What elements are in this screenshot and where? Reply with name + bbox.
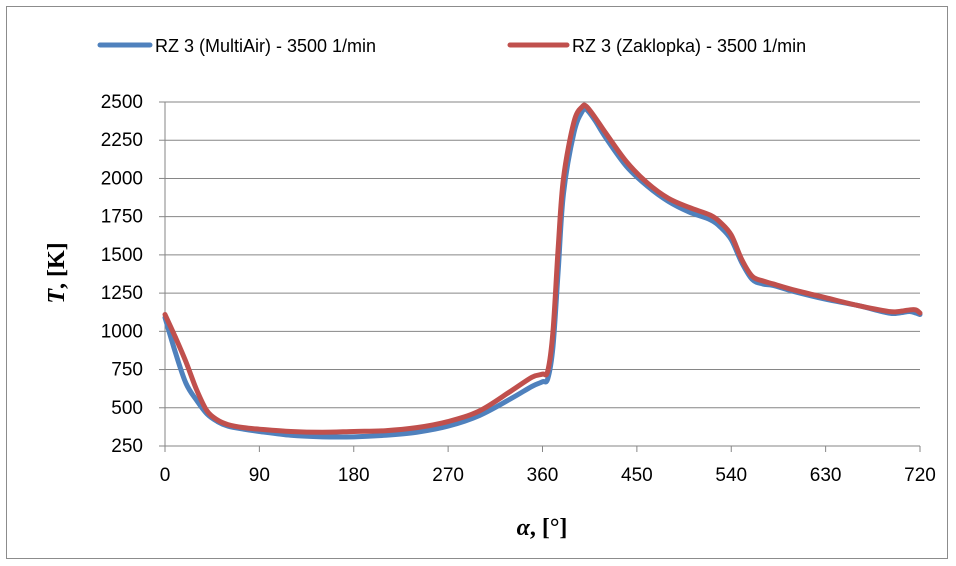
y-tick-label: 2000: [101, 168, 143, 189]
legend-label-2: RZ 3 (Zaklopka) - 3500 1/min: [572, 36, 806, 56]
legend: RZ 3 (MultiAir) - 3500 1/min RZ 3 (Zaklop…: [100, 36, 806, 56]
y-tick-label: 2250: [101, 130, 143, 151]
y-tick-label: 2500: [101, 92, 143, 113]
x-tick-label: 180: [338, 465, 370, 486]
x-tick-label: 720: [904, 465, 936, 486]
series-line-1: [165, 108, 920, 437]
x-axis-title: α, [°]: [517, 515, 568, 541]
x-tick-label: 360: [527, 465, 559, 486]
x-tick-label: 450: [621, 465, 653, 486]
axes: [159, 102, 920, 452]
x-tick-label: 0: [160, 465, 171, 486]
x-tick-label: 630: [810, 465, 842, 486]
y-tick-label: 750: [111, 360, 143, 381]
x-tick-label: 540: [715, 465, 747, 486]
legend-label-1: RZ 3 (MultiAir) - 3500 1/min: [155, 36, 376, 56]
y-tick-label: 1000: [101, 321, 143, 342]
y-tick-label: 1500: [101, 245, 143, 266]
gridlines: [165, 102, 920, 446]
y-axis-variable: T: [44, 288, 70, 304]
y-tick-label: 1750: [101, 207, 143, 228]
y-tick-label: 1250: [101, 283, 143, 304]
y-tick-label: 250: [111, 436, 143, 457]
x-axis-unit: , [°]: [530, 515, 568, 541]
x-tick-label: 270: [432, 465, 464, 486]
series-lines: [165, 105, 920, 437]
y-axis-unit: , [K]: [44, 242, 70, 289]
x-axis-variable: α: [517, 515, 531, 541]
y-axis-title: T, [K]: [44, 242, 70, 303]
x-tick-label: 90: [249, 465, 270, 486]
y-tick-label: 500: [111, 398, 143, 419]
